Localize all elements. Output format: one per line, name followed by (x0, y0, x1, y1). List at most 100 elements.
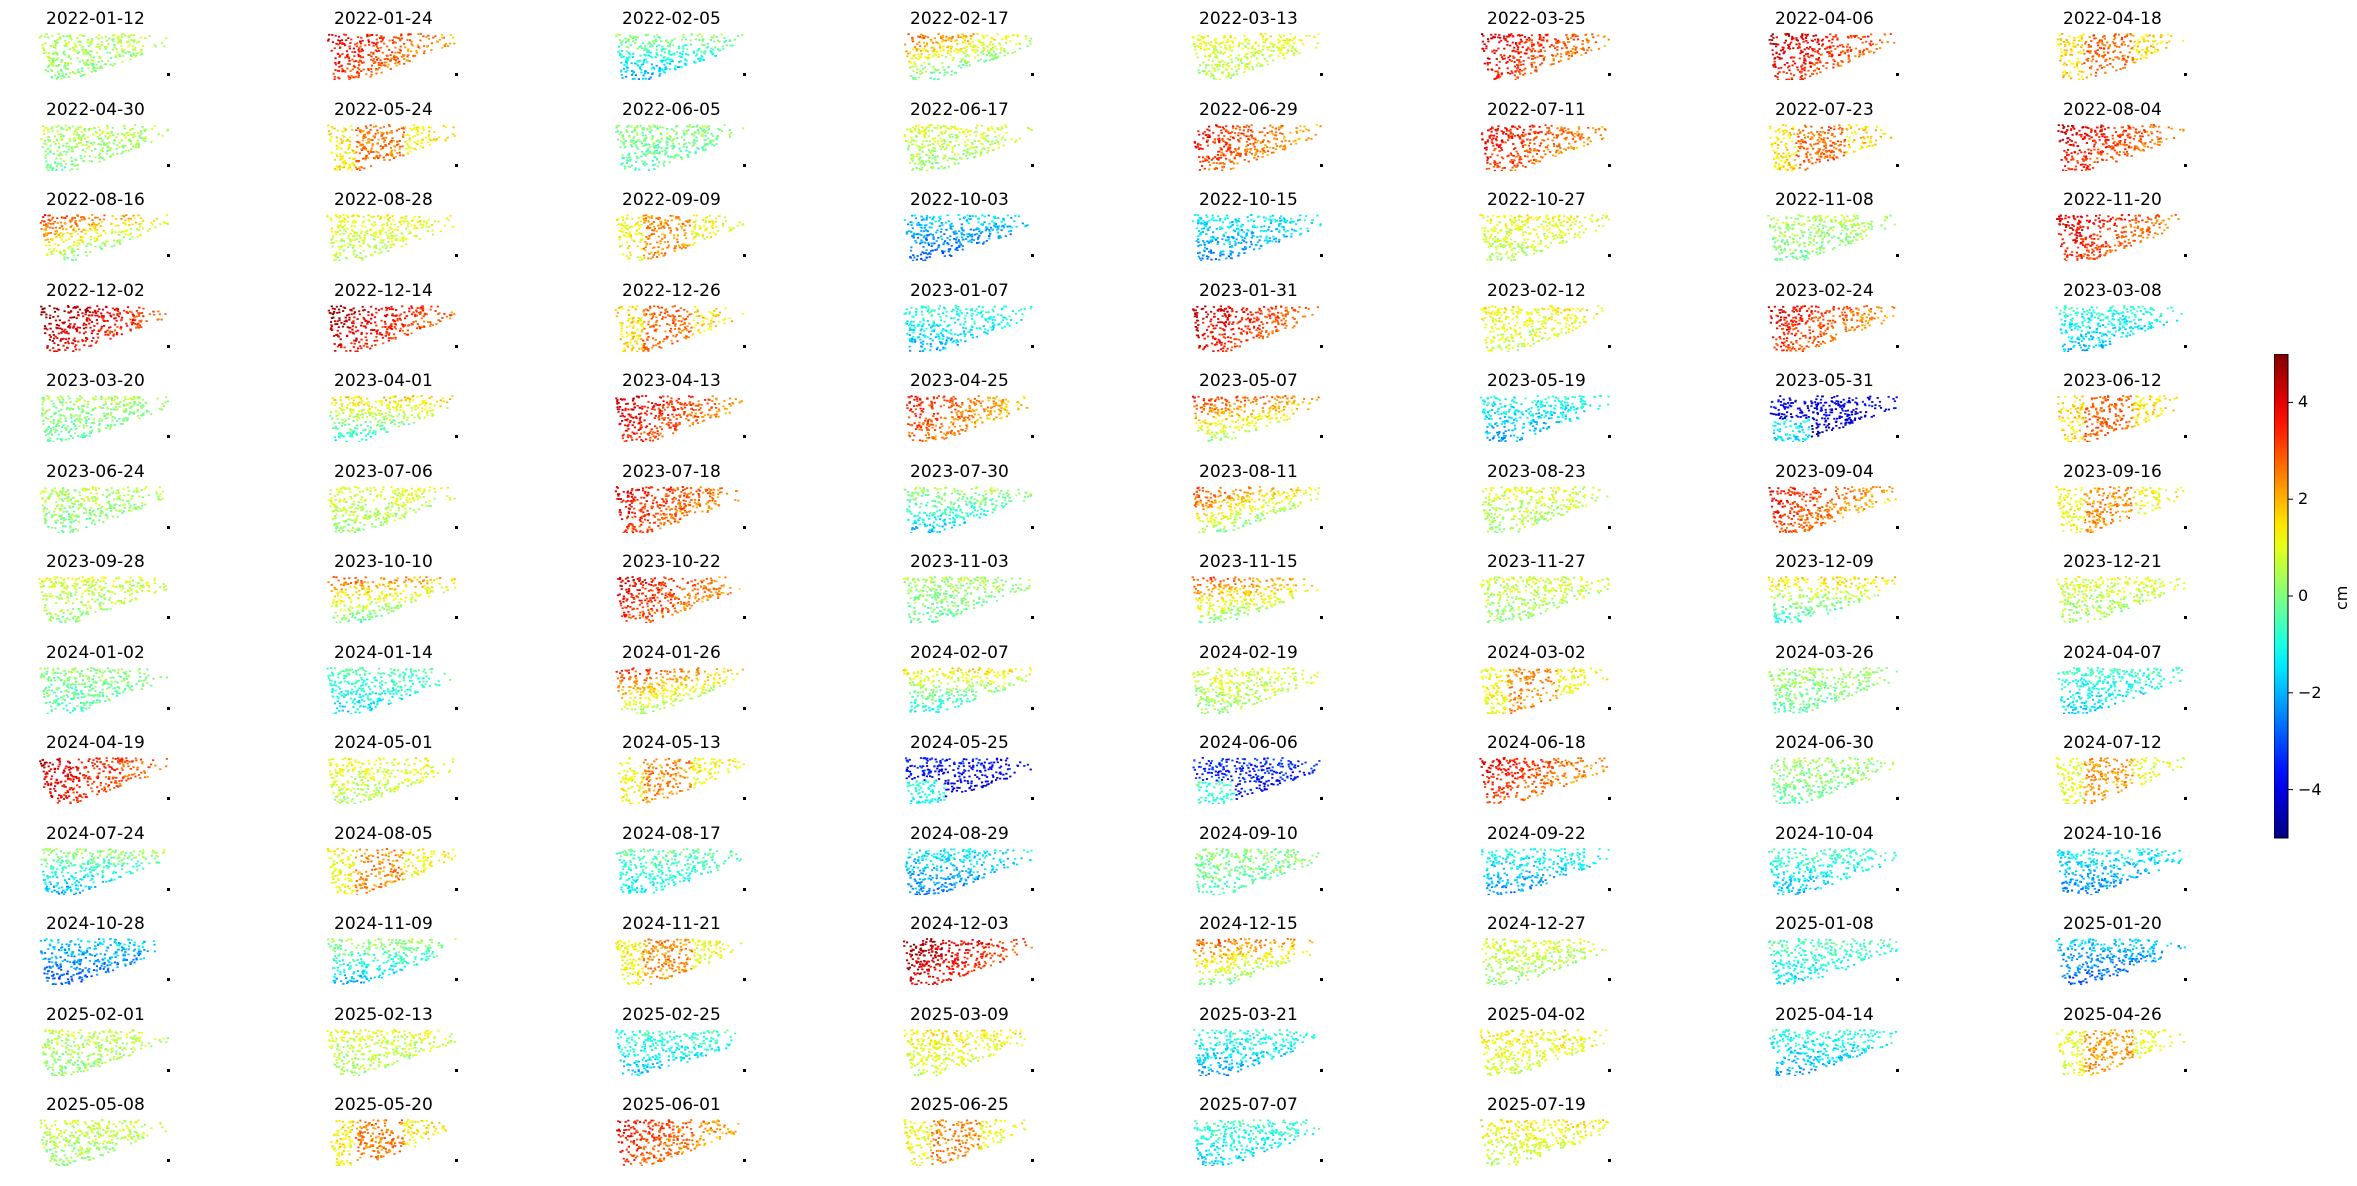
pixel (720, 33, 723, 36)
pixel (1556, 135, 1559, 138)
pixel (2124, 36, 2127, 38)
pixel (377, 151, 380, 154)
pixel (99, 156, 102, 159)
pixel (944, 155, 947, 157)
pixel (372, 151, 375, 153)
pixel (76, 164, 79, 166)
pixel (1208, 129, 1211, 132)
pixel (924, 56, 927, 59)
pixel (645, 150, 648, 153)
pixel (1558, 60, 1561, 63)
pixel (131, 127, 134, 130)
pixel (375, 72, 378, 75)
pixel (2059, 48, 2062, 51)
pixel (46, 163, 49, 166)
pixel (428, 130, 431, 133)
pixel (1261, 35, 1265, 38)
pixel (1486, 139, 1489, 142)
pixel (405, 134, 408, 136)
panel-2022-07-23: 2022-07-23 (1765, 101, 1913, 171)
pixel (1563, 42, 1566, 45)
pixel (2141, 125, 2144, 128)
pixel (1255, 64, 1258, 67)
pixel (1223, 35, 1226, 37)
pixel (980, 133, 983, 136)
pixel (85, 144, 88, 146)
pixel (1217, 158, 1220, 161)
pixel (1546, 39, 1549, 42)
pixel (44, 154, 48, 156)
pixel (660, 40, 663, 43)
pixel (69, 37, 72, 40)
pixel (402, 55, 405, 58)
pixel (1269, 124, 1272, 127)
pixel (1286, 50, 1289, 53)
pixel (1300, 39, 1303, 42)
pixel (936, 69, 939, 71)
pixel (1486, 161, 1489, 164)
pixel (395, 36, 398, 39)
pixel (362, 136, 365, 138)
pixel (416, 143, 419, 146)
pixel (1539, 130, 1542, 133)
pixel (113, 46, 116, 49)
pixel (134, 146, 137, 149)
pixel (382, 64, 385, 67)
pixel (1237, 45, 1240, 48)
pixel (1266, 63, 1269, 66)
pixel (368, 132, 371, 135)
pixel (1847, 57, 1850, 60)
pixel (674, 154, 677, 157)
pixel (1254, 51, 1257, 53)
pixel (1803, 69, 1806, 72)
pixel (74, 46, 77, 48)
pixel (1001, 38, 1004, 40)
pixel (1237, 152, 1240, 155)
pixel (1274, 143, 1278, 145)
pixel (388, 125, 391, 128)
pixel (1813, 48, 1816, 51)
pixel (966, 139, 970, 142)
pixel (370, 149, 373, 152)
pixel (1222, 53, 1225, 55)
pixel (1859, 38, 1862, 41)
pixel (1571, 33, 1575, 36)
pixel (349, 163, 352, 166)
pixel (1545, 34, 1548, 37)
pixel (1195, 146, 1198, 149)
pixel (1537, 42, 1540, 45)
pixel (903, 135, 907, 138)
pixel (936, 51, 939, 53)
pixel (409, 150, 412, 153)
pixel (974, 149, 977, 152)
pixel (1221, 166, 1224, 169)
pixel (1490, 141, 1493, 143)
pixel (1277, 126, 1280, 129)
pixel (435, 40, 439, 43)
pixel (373, 42, 376, 45)
pixel (120, 49, 124, 52)
pixel (1218, 141, 1221, 144)
pixel (686, 125, 689, 128)
pixel (68, 126, 71, 129)
pixel (1799, 132, 1802, 134)
pixel (947, 52, 950, 55)
pixel (2084, 126, 2087, 129)
pixel (1004, 124, 1007, 126)
pixel (68, 169, 71, 171)
pixel (396, 144, 399, 146)
pixel (1787, 47, 1790, 49)
pixel (692, 126, 695, 128)
pixel (911, 167, 915, 170)
pixel (1511, 166, 1514, 169)
pixel (976, 33, 979, 35)
pixel (741, 34, 744, 36)
pixel (1801, 34, 1804, 37)
pixel (1526, 149, 1529, 152)
pixel (1237, 44, 1241, 46)
pixel (2108, 57, 2111, 60)
pixel (1518, 71, 1521, 73)
pixel (917, 58, 920, 60)
pixel (1495, 58, 1498, 60)
pixel (940, 131, 944, 133)
